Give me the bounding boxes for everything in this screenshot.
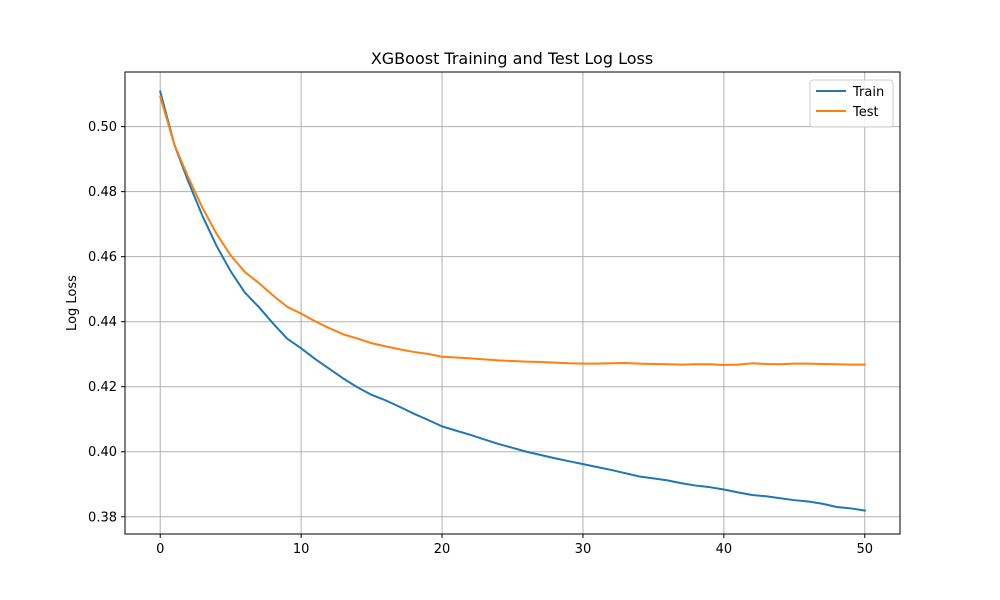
plot-frame: [124, 71, 901, 535]
legend-label-test: Test: [852, 105, 879, 120]
chart-title: XGBoost Training and Test Log Loss: [371, 49, 653, 68]
y-tick-label: 0.46: [88, 250, 117, 265]
x-tick-label: 50: [856, 542, 873, 557]
x-tick-label: 20: [434, 542, 451, 557]
y-tick-label: 0.38: [88, 510, 117, 525]
y-tick-label: 0.44: [88, 315, 117, 330]
grid-lines: [125, 72, 900, 534]
x-tick-label: 10: [293, 542, 310, 557]
y-tick-label: 0.40: [88, 445, 117, 460]
x-tick-label: 40: [716, 542, 733, 557]
y-tick-label: 0.42: [88, 380, 117, 395]
y-tick-label: 0.48: [88, 185, 117, 200]
series-lines: [158, 90, 866, 512]
y-tick-label: 0.50: [88, 120, 117, 135]
legend-label-train: Train: [852, 85, 884, 100]
x-tick-label: 0: [156, 542, 164, 557]
y-axis-label: Log Loss: [65, 275, 80, 331]
axis-ticks: 0 10 20 30 40 50 0.38 0.40 0.42 0.44 0.46 0.48 0.50: [88, 120, 873, 557]
series-line-train: [159, 90, 866, 512]
x-tick-label: 30: [575, 542, 592, 557]
legend: Train Test: [809, 79, 894, 128]
series-line-test: [158, 95, 866, 366]
